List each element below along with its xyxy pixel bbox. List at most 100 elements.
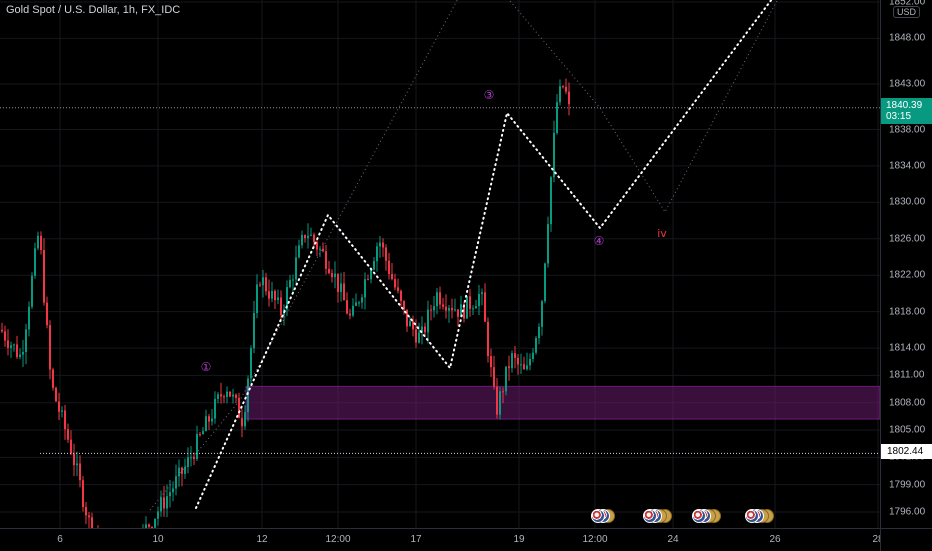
candle-body xyxy=(82,480,84,507)
candle-body xyxy=(265,277,267,292)
price-tick-label: 1808.00 xyxy=(889,397,926,409)
time-axis[interactable]: 6 10 12 12:00 17 19 12:00 24 26 28 xyxy=(0,528,884,551)
time-tick-label: 17 xyxy=(410,534,422,545)
candle-body xyxy=(463,304,465,319)
us-flag-icon[interactable] xyxy=(745,509,759,523)
wave-label[interactable]: ④ xyxy=(594,234,605,248)
candle-body xyxy=(28,306,30,330)
candle-body xyxy=(154,518,156,528)
price-tick-label: 1843.00 xyxy=(889,78,926,90)
candle-body xyxy=(64,410,66,430)
wave-label[interactable]: ③ xyxy=(484,88,495,102)
candle-body xyxy=(451,307,453,311)
candle-body xyxy=(559,86,561,103)
candle-body xyxy=(553,132,555,178)
axis-corner xyxy=(880,528,932,551)
candle-body xyxy=(550,177,552,225)
channel-line-right[interactable] xyxy=(505,0,780,214)
candle-body xyxy=(73,453,75,466)
candle-body xyxy=(313,234,315,243)
candle-body xyxy=(373,261,375,270)
time-tick-label: 12:00 xyxy=(325,534,351,545)
price-tick-label: 1822.00 xyxy=(889,269,926,281)
candle-body xyxy=(16,344,18,358)
candle-body xyxy=(478,293,480,307)
candle-body xyxy=(226,391,228,397)
candle-body xyxy=(523,364,525,370)
price-axis[interactable]: 1852.00 1848.00 1843.00 1838.00 1834.00 1830.… xyxy=(880,0,932,528)
candle-body xyxy=(442,304,444,307)
us-flag-icon[interactable] xyxy=(692,509,706,523)
currency-badge[interactable]: USD xyxy=(893,6,921,18)
wave-label[interactable]: ① xyxy=(201,360,212,374)
horizontal-level-tag: 1802.44 xyxy=(881,444,932,459)
candle-body xyxy=(148,524,150,527)
candle-body xyxy=(328,268,330,274)
candle-body xyxy=(214,398,216,419)
chart-canvas[interactable]: ① ③ ④ iv Gold Spot / U.S. Dollar, 1h, FX_ID… xyxy=(0,0,880,528)
time-tick-label: 10 xyxy=(152,534,164,545)
demand-zone-rect[interactable] xyxy=(245,385,880,420)
price-tick-label: 1852.00 xyxy=(889,0,926,8)
candle-body xyxy=(403,301,405,310)
price-tick-label: 1805.00 xyxy=(889,424,926,436)
candle-body xyxy=(385,247,387,261)
candle-body xyxy=(70,439,72,454)
candle-body xyxy=(514,353,516,358)
time-tick-label: 19 xyxy=(513,534,525,545)
candle-body xyxy=(421,326,423,333)
candle-body xyxy=(238,397,240,418)
candle-body xyxy=(79,463,81,481)
candle-body xyxy=(568,91,570,105)
candle-body xyxy=(298,245,300,258)
candle-body xyxy=(160,497,162,512)
candle-body xyxy=(202,431,204,435)
candle-body xyxy=(520,364,522,366)
candle-body xyxy=(508,366,510,369)
candle-body xyxy=(163,497,165,509)
candle-body xyxy=(337,273,339,292)
time-tick-label: 28 xyxy=(872,534,884,545)
candle-body xyxy=(88,515,90,518)
candle-body xyxy=(460,304,462,317)
candle-body xyxy=(544,263,546,302)
candle-body xyxy=(334,273,336,278)
elliott-wave-projection[interactable] xyxy=(195,0,775,509)
candle-body xyxy=(259,284,261,286)
bar-countdown: 03:15 xyxy=(886,111,912,122)
candle-body xyxy=(289,279,291,288)
candle-body xyxy=(301,235,303,246)
candle-body xyxy=(364,279,366,298)
candle-body xyxy=(427,309,429,333)
us-flag-icon[interactable] xyxy=(643,509,657,523)
candle-body xyxy=(166,496,168,509)
candle-body xyxy=(286,287,288,310)
price-tick-label: 1814.00 xyxy=(889,342,926,354)
candle-body xyxy=(400,290,402,302)
candle-body xyxy=(22,352,24,355)
wave-label[interactable]: iv xyxy=(657,227,667,240)
candle-body xyxy=(172,488,174,493)
candle-body xyxy=(529,359,531,366)
candle-body xyxy=(457,309,459,317)
candle-body xyxy=(223,396,225,398)
candle-body xyxy=(352,305,354,316)
candle-body xyxy=(556,102,558,133)
symbol-title[interactable]: Gold Spot / U.S. Dollar, 1h, FX_IDC xyxy=(6,4,181,16)
candle-body xyxy=(481,292,483,294)
us-flag-icon[interactable] xyxy=(591,509,605,523)
candle-body xyxy=(391,274,393,280)
candle-body xyxy=(526,365,528,370)
price-chart[interactable]: ① ③ ④ iv xyxy=(0,0,880,528)
candlestick-series xyxy=(1,78,570,528)
candle-body xyxy=(424,326,426,333)
candle-body xyxy=(430,309,432,311)
candle-body xyxy=(187,457,189,467)
candle-body xyxy=(19,354,21,358)
candle-body xyxy=(76,463,78,466)
candle-body xyxy=(262,277,264,286)
candle-body xyxy=(376,246,378,262)
chart-grid xyxy=(0,0,880,528)
drawing-lines[interactable] xyxy=(0,0,880,511)
candle-body xyxy=(37,235,39,249)
